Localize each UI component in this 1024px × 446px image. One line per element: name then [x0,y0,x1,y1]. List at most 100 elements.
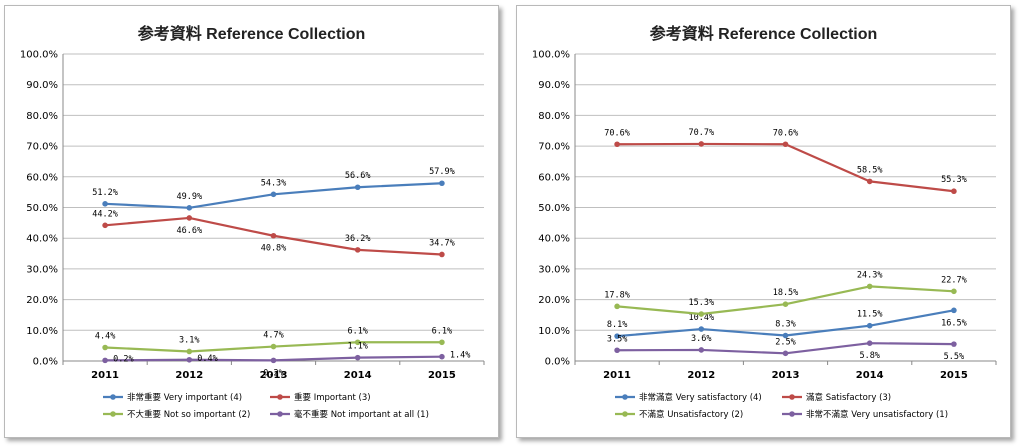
data-point [614,347,620,354]
legend-entry: 不滿意 Unsatisfactory (2) [639,409,743,420]
data-point [951,341,957,347]
data-point [698,311,705,317]
data-point [439,180,445,187]
x-tick-label: 2012 [687,370,715,381]
data-label: 34.7% [429,238,455,248]
data-point [782,332,789,339]
data-label: 56.6% [345,171,371,181]
chart-panel-satisfaction: 参考資料 Reference Collection 0.0% 10.0% 20.0%… [516,5,1011,438]
y-tick-label: 40.0% [26,234,58,245]
data-label: 4.4% [95,331,115,341]
legend-entry: 毫不重要 Not important at all (1) [294,409,429,420]
data-point [102,201,108,207]
data-label: 3.5% [607,334,627,344]
data-point [614,333,620,339]
data-point [782,301,789,308]
legend-swatch-marker [277,411,283,417]
legend-entry: 重要 Important (3) [294,392,371,403]
legend-entry: 非常滿意 Very satisfactory (4) [639,392,762,403]
data-label: 3.6% [691,334,711,344]
data-label: 40.8% [261,244,287,254]
y-tick-label: 10.0% [26,326,58,337]
data-label: 70.7% [689,128,715,138]
data-point [270,232,277,239]
legend-swatch-marker [277,394,283,400]
data-label: 0.2% [113,354,133,364]
data-label: 17.8% [604,290,630,300]
y-tick-label: 0.0% [545,357,570,368]
x-tick-label: 2013 [260,370,288,381]
chart-panel-importance: 参考資料 Reference Collection 0.0% 10.0% 20.0%… [4,5,499,438]
data-point [354,247,361,253]
data-label: 54.3% [261,178,287,188]
data-point [354,184,361,191]
data-point [951,288,957,295]
legend-entry: 非常重要 Very important (4) [127,392,242,403]
y-tick-label: 60.0% [538,172,570,183]
x-tick-label: 2014 [856,370,884,381]
x-tick-label: 2015 [428,370,456,381]
data-label: 11.5% [857,310,883,320]
y-tick-label: 100.0% [20,50,58,61]
data-label: 6.1% [432,326,452,336]
satisfaction-line-chart: 0.0% 10.0% 20.0% 30.0% 40.0% 50.0% 60.0% 70.0% 8… [532,50,997,420]
y-tick-label: 0.0% [33,357,58,368]
y-tick-label: 70.0% [26,142,58,153]
legend-swatch-marker [789,394,795,400]
legend-entry: 非常不滿意 Very unsatisfactory (1) [806,409,948,420]
data-label: 6.1% [347,326,367,336]
data-label: 0.2% [263,368,283,378]
y-tick-label: 100.0% [532,50,570,61]
data-point [102,357,108,364]
data-label: 22.7% [941,275,967,285]
data-point [698,141,705,147]
y-tick-label: 60.0% [26,172,58,183]
data-point [866,322,873,329]
data-point [439,339,445,346]
data-label: 49.9% [177,192,203,202]
data-label: 51.2% [92,188,118,198]
y-tick-label: 10.0% [538,326,570,337]
legend-swatch-marker [110,394,116,400]
legend-entry: 不大重要 Not so important (2) [127,409,250,420]
data-point [782,141,789,148]
data-label: 5.5% [944,352,964,362]
chart-title: 参考資料 Reference Collection [649,26,878,43]
data-label: 18.5% [773,288,799,298]
legend-entry: 滿意 Satisfactory (3) [806,392,891,403]
legend-swatch-marker [622,394,628,400]
data-label: 0.4% [197,354,217,364]
y-tick-label: 50.0% [26,203,58,214]
data-label: 36.2% [345,234,371,244]
data-point [439,251,445,258]
data-point [951,188,957,195]
data-label: 24.3% [857,270,883,280]
y-tick-label: 90.0% [26,80,58,91]
data-point [270,357,277,364]
data-label: 55.3% [941,175,967,185]
data-label: 5.8% [859,351,879,361]
data-label: 8.3% [775,320,795,330]
data-label: 44.2% [92,209,118,219]
x-tick-label: 2012 [175,370,203,381]
data-point [186,205,193,211]
legend-swatch-marker [789,411,795,417]
data-point [866,340,873,346]
data-point [270,191,277,198]
data-point [698,347,705,353]
x-tick-label: 2013 [772,370,800,381]
y-tick-label: 50.0% [538,203,570,214]
data-point [354,354,361,361]
importance-line-chart: 0.0% 10.0% 20.0% 30.0% 40.0% 50.0% 60.0% 70.0% 8… [20,50,485,420]
data-label: 57.9% [429,167,455,177]
y-tick-label: 30.0% [538,264,570,275]
y-tick-label: 40.0% [538,234,570,245]
series-line [617,142,955,193]
y-tick-label: 20.0% [26,295,58,306]
data-point [614,141,620,148]
data-label: 1.1% [347,342,367,352]
data-point [698,326,705,332]
data-point [186,348,193,355]
data-point [186,215,193,221]
y-tick-label: 20.0% [538,295,570,306]
